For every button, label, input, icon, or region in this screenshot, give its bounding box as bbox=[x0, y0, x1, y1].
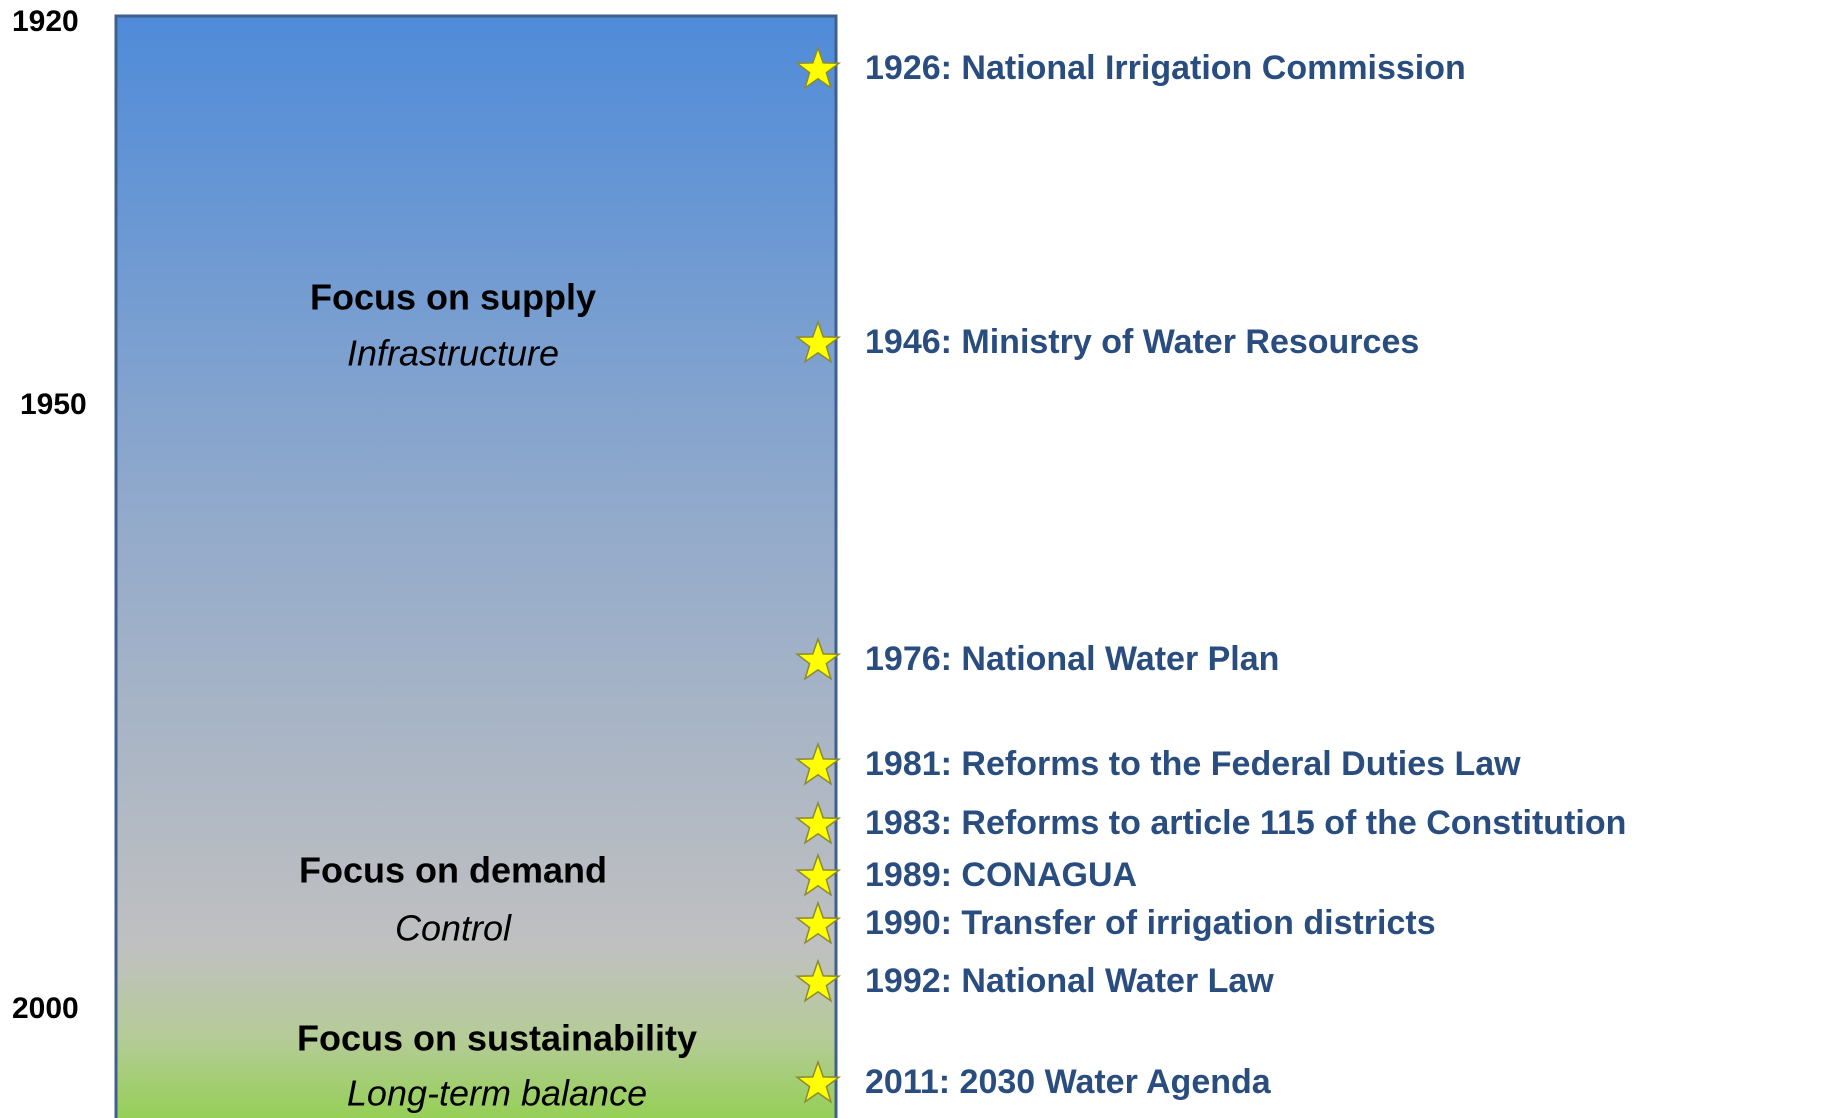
event-label: 1926: National Irrigation Commission bbox=[865, 49, 1466, 87]
event-label: 1981: Reforms to the Federal Duties Law bbox=[865, 745, 1521, 783]
event-label: 1976: National Water Plan bbox=[865, 640, 1279, 678]
event-label: 1989: CONAGUA bbox=[865, 856, 1137, 894]
year-label: 1920 bbox=[12, 5, 79, 38]
phase-subtitle: Long-term balance bbox=[347, 1073, 647, 1114]
event-label: 2011: 2030 Water Agenda bbox=[865, 1063, 1272, 1101]
year-label: 1950 bbox=[20, 388, 87, 421]
event-label: 1946: Ministry of Water Resources bbox=[865, 323, 1419, 361]
event: 1990: Transfer of irrigation districts bbox=[796, 902, 1436, 944]
phase-title: Focus on sustainability bbox=[297, 1018, 697, 1059]
event: 1983: Reforms to article 115 of the Cons… bbox=[796, 802, 1626, 844]
event: 1946: Ministry of Water Resources bbox=[796, 321, 1419, 363]
event: 1992: National Water Law bbox=[796, 960, 1274, 1002]
phase-subtitle: Infrastructure bbox=[347, 333, 559, 374]
event: 1989: CONAGUA bbox=[796, 854, 1137, 896]
event: 1981: Reforms to the Federal Duties Law bbox=[796, 743, 1521, 785]
phase-title: Focus on supply bbox=[310, 277, 596, 318]
event: 2011: 2030 Water Agenda bbox=[796, 1061, 1272, 1103]
event: 1926: National Irrigation Commission bbox=[796, 47, 1466, 89]
year-label: 2000 bbox=[12, 992, 79, 1025]
event-label: 1990: Transfer of irrigation districts bbox=[865, 904, 1436, 942]
phase-subtitle: Control bbox=[395, 908, 512, 949]
event: 1976: National Water Plan bbox=[796, 638, 1279, 680]
period-bar bbox=[114, 14, 838, 1118]
event-label: 1983: Reforms to article 115 of the Cons… bbox=[865, 804, 1626, 842]
phase-title: Focus on demand bbox=[299, 850, 607, 891]
event-label: 1992: National Water Law bbox=[865, 962, 1274, 1000]
